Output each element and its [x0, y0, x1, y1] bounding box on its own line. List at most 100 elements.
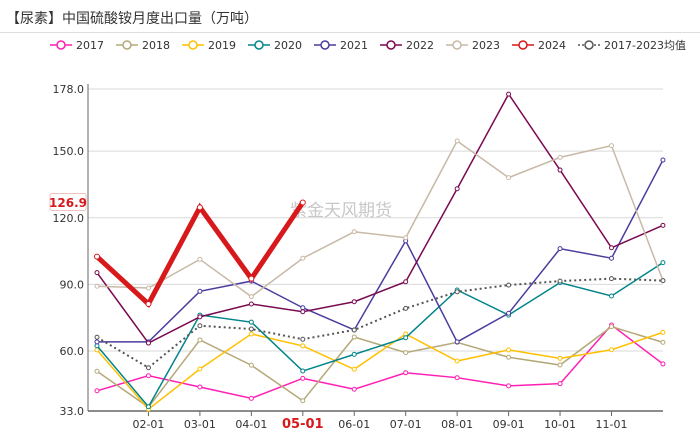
legend-marker-icon: [248, 40, 270, 50]
series-line-2020: [96, 262, 664, 409]
legend-marker-icon: [182, 40, 204, 50]
data-point-2017-2023均值: [300, 336, 306, 342]
data-point-2024: [94, 253, 100, 260]
data-point-2023: [609, 143, 614, 149]
legend-marker-icon: [50, 40, 72, 50]
data-point-2019: [248, 331, 254, 337]
y-tick-label: 178.0: [53, 83, 85, 96]
x-tick-label: 04-01: [235, 418, 267, 431]
title-divider: [0, 32, 700, 33]
data-point-2017: [248, 395, 254, 401]
series-line-2023: [96, 139, 664, 298]
x-tick-label: 11-01: [596, 418, 628, 431]
data-point-2020: [145, 404, 151, 410]
legend-item-2021[interactable]: 2021: [314, 37, 368, 53]
data-point-2020: [609, 293, 614, 299]
series-line-2017: [96, 324, 664, 400]
data-point-2018: [351, 334, 357, 340]
data-point-2017: [351, 386, 357, 392]
legend-item-2024[interactable]: 2024: [512, 37, 566, 53]
data-point-2017-2023均值: [94, 334, 100, 340]
legend-label: 2024: [538, 38, 566, 52]
data-point-2022: [506, 91, 512, 97]
y-tick-label: 60.0: [60, 345, 85, 358]
data-point-2019: [660, 329, 666, 335]
legend-item-2018[interactable]: 2018: [116, 37, 170, 53]
data-point-2018: [609, 324, 614, 330]
legend-item-2023[interactable]: 2023: [446, 37, 500, 53]
data-point-2023: [506, 175, 512, 181]
chart-title: 【尿素】中国硫酸铵月度出口量（万吨）: [6, 11, 258, 27]
data-point-2020: [351, 351, 357, 357]
legend-item-2017-2023均值[interactable]: 2017-2023均值: [578, 37, 686, 53]
data-point-2019: [609, 347, 614, 353]
data-point-2024: [196, 204, 203, 211]
data-point-2024: [248, 275, 255, 282]
legend-label: 2017-2023均值: [604, 39, 686, 52]
legend-label: 2018: [142, 38, 170, 52]
data-point-2024: [299, 199, 306, 206]
data-point-2017: [660, 361, 666, 367]
y-tick-label: 150.0: [53, 145, 85, 158]
data-point-2017-2023均值: [197, 323, 203, 329]
data-point-2018: [506, 354, 512, 360]
y-tick-label: 120.0: [53, 212, 85, 225]
data-point-2017: [454, 375, 460, 381]
legend-marker-icon: [512, 40, 534, 50]
data-point-2019: [351, 366, 357, 372]
data-point-2022: [609, 245, 614, 251]
data-point-2017-2023均值: [557, 278, 563, 284]
data-point-2017: [94, 388, 100, 394]
data-point-2021: [197, 288, 203, 294]
series-line-2021: [97, 159, 664, 343]
data-point-2017-2023均值: [660, 278, 666, 284]
legend-label: 2019: [208, 38, 236, 52]
data-point-2017-2023均值: [403, 305, 409, 311]
series-line-2022: [96, 92, 664, 345]
data-point-2019: [557, 355, 563, 361]
data-point-2022: [454, 186, 460, 192]
data-point-2022: [351, 299, 357, 305]
data-point-2023: [145, 285, 151, 291]
data-point-2017: [403, 370, 409, 376]
data-point-2019: [454, 358, 460, 364]
legend-marker-icon: [578, 40, 600, 50]
series-line-2017-2023均值: [96, 277, 663, 369]
legend-marker-icon: [116, 40, 138, 50]
data-point-2017-2023均值: [145, 365, 151, 371]
data-point-2022: [660, 222, 666, 228]
x-tick-label: 06-01: [338, 418, 370, 431]
data-point-2023: [351, 229, 357, 235]
legend: 2017 2018 2019 2020 2021 2022 2023 2024 2017-202…: [50, 37, 686, 53]
data-point-2018: [197, 337, 203, 343]
legend-item-2020[interactable]: 2020: [248, 37, 302, 53]
data-point-2021: [609, 255, 614, 261]
data-point-2017: [506, 383, 512, 389]
data-point-2023: [94, 283, 100, 289]
watermark: 紫金天风期货: [290, 201, 392, 221]
data-point-2021: [557, 246, 563, 252]
data-point-2017: [145, 373, 151, 379]
data-point-2021: [454, 339, 460, 345]
legend-item-2019[interactable]: 2019: [182, 37, 236, 53]
data-point-2020: [660, 260, 666, 266]
legend-label: 2017: [76, 38, 104, 52]
legend-item-2022[interactable]: 2022: [380, 37, 434, 53]
data-point-2023: [300, 255, 306, 261]
legend-marker-icon: [446, 40, 468, 50]
x-tick-label: 09-01: [493, 418, 525, 431]
legend-item-2017[interactable]: 2017: [50, 37, 104, 53]
series-line-2019: [96, 331, 664, 411]
data-point-2017-2023均值: [351, 327, 357, 333]
data-point-2018: [557, 362, 563, 368]
legend-label: 2023: [472, 38, 500, 52]
data-point-2017: [300, 375, 306, 381]
data-point-2019: [300, 343, 306, 349]
data-point-2019: [506, 347, 512, 353]
data-point-2023: [248, 294, 254, 300]
data-point-2021: [660, 157, 666, 163]
data-point-2022: [94, 270, 100, 276]
last-value-badge: [49, 192, 87, 211]
